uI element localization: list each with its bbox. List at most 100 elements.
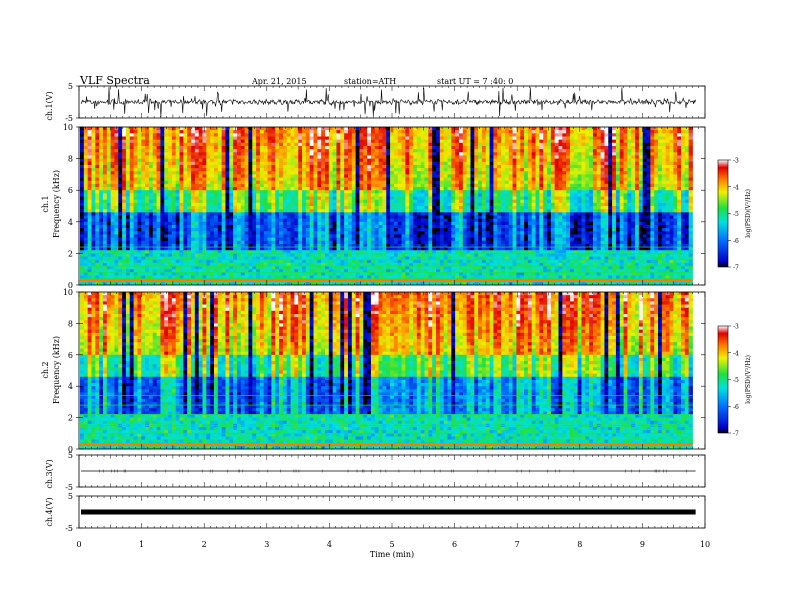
spec1-cell xyxy=(359,177,364,182)
spec1-cell xyxy=(259,168,265,172)
spec1-cell xyxy=(83,127,89,131)
spec1-cell xyxy=(562,152,567,156)
ch1-waveform-panel: 5-5 xyxy=(65,82,706,123)
spec1-cell xyxy=(669,155,674,159)
spec1-cell xyxy=(447,149,452,153)
spec1-cell xyxy=(466,142,471,147)
spec1-cell xyxy=(217,202,223,207)
spec1-cell xyxy=(562,142,567,147)
spec1-cell xyxy=(508,177,513,182)
spec1-cell xyxy=(677,130,682,134)
spec1-cell xyxy=(677,149,682,153)
spec1-cell xyxy=(642,149,647,153)
spec1-cell xyxy=(332,127,337,131)
spec1-cell xyxy=(562,130,567,134)
spec1-cell xyxy=(550,190,556,194)
spec1-cell xyxy=(466,161,471,166)
spec1-cell xyxy=(451,218,456,223)
spec1-cell xyxy=(248,174,253,178)
spec1-cell xyxy=(669,199,674,204)
spec1-cell xyxy=(271,196,276,201)
spec1-cell xyxy=(405,193,410,197)
spec1-cell xyxy=(531,161,536,166)
spec1-cell xyxy=(642,130,647,134)
spec1-cell xyxy=(562,155,567,159)
spec1-cell xyxy=(661,130,667,134)
spec1-cell xyxy=(302,190,307,194)
spec1-cell xyxy=(642,193,647,197)
spec1-cell xyxy=(102,199,108,204)
spec1-cell xyxy=(531,136,536,141)
spec1-cell xyxy=(302,149,307,153)
spec1-cell xyxy=(302,171,307,175)
spec1-cell xyxy=(91,130,96,134)
spec1-cell xyxy=(202,139,207,144)
spec1-cell xyxy=(171,136,177,141)
spec1-cell xyxy=(282,202,288,207)
spec1-cell xyxy=(236,174,242,178)
spec1-cell xyxy=(516,193,521,197)
spec1-cell xyxy=(581,155,586,159)
spec1-cell xyxy=(646,190,651,194)
spec1-cell xyxy=(259,218,265,223)
spec1-cell xyxy=(179,218,184,223)
spec1-cell xyxy=(344,183,349,188)
spec1-cell xyxy=(451,161,456,166)
spec1-cell xyxy=(577,190,582,194)
spec1-cell xyxy=(83,168,89,172)
spec1-cell xyxy=(198,164,203,169)
spec1-cell xyxy=(577,171,582,175)
spec1-cell xyxy=(248,152,253,156)
spec1-cell xyxy=(129,180,134,185)
spec1-cell xyxy=(558,196,563,201)
spec1-cell xyxy=(462,130,468,134)
spec1-cell xyxy=(462,199,468,204)
spec1-cell xyxy=(248,168,253,172)
spec1-cell xyxy=(137,206,142,210)
spec1-cell xyxy=(592,174,598,178)
spec1-cell xyxy=(267,196,272,201)
spec1-cell xyxy=(512,152,517,156)
spec1-cell xyxy=(240,180,246,185)
spec1-cell xyxy=(164,161,169,166)
spec1-cell xyxy=(589,164,594,169)
spec1-cell xyxy=(160,158,165,163)
spec1-cell xyxy=(604,193,609,197)
spec1-cell xyxy=(550,218,556,223)
spec1-cell xyxy=(351,164,357,169)
spec1-cell xyxy=(80,193,85,197)
spec1-cell xyxy=(336,139,341,144)
spec1-cell xyxy=(133,190,138,194)
spec1-cell xyxy=(577,183,582,188)
spec1-cell xyxy=(91,171,96,175)
spec1-cell xyxy=(474,155,479,159)
spec1-cell xyxy=(217,212,223,216)
spec1-cell xyxy=(340,212,345,216)
spec1-cell xyxy=(661,149,667,153)
spec1-cell xyxy=(508,139,513,144)
spec1-cell xyxy=(631,209,636,213)
spec1-cell xyxy=(654,158,659,163)
spec1-cell xyxy=(688,183,693,188)
spec1-cell xyxy=(447,209,452,213)
spec1-cell xyxy=(148,155,154,159)
spec1-cell xyxy=(344,164,349,169)
spec1-cell xyxy=(133,174,138,178)
spec1-cell xyxy=(677,139,682,144)
spec1-cell xyxy=(650,177,655,182)
spec1-cell xyxy=(409,139,414,144)
spec1-cell xyxy=(669,149,674,153)
spec1-cell xyxy=(436,139,441,144)
spec1-cell xyxy=(428,168,433,172)
spec1-cell xyxy=(95,158,100,163)
spec1-cell xyxy=(497,196,502,201)
spec1-cell xyxy=(550,177,556,182)
spec1-cell xyxy=(443,209,448,213)
spec1-cell xyxy=(420,161,425,166)
spec1-cell xyxy=(309,155,314,159)
spec1-cell xyxy=(455,180,460,185)
spec1-cell xyxy=(554,164,559,169)
spec1-cell xyxy=(83,177,89,182)
spec1-cell xyxy=(604,149,609,153)
spec1-cell xyxy=(604,199,609,204)
